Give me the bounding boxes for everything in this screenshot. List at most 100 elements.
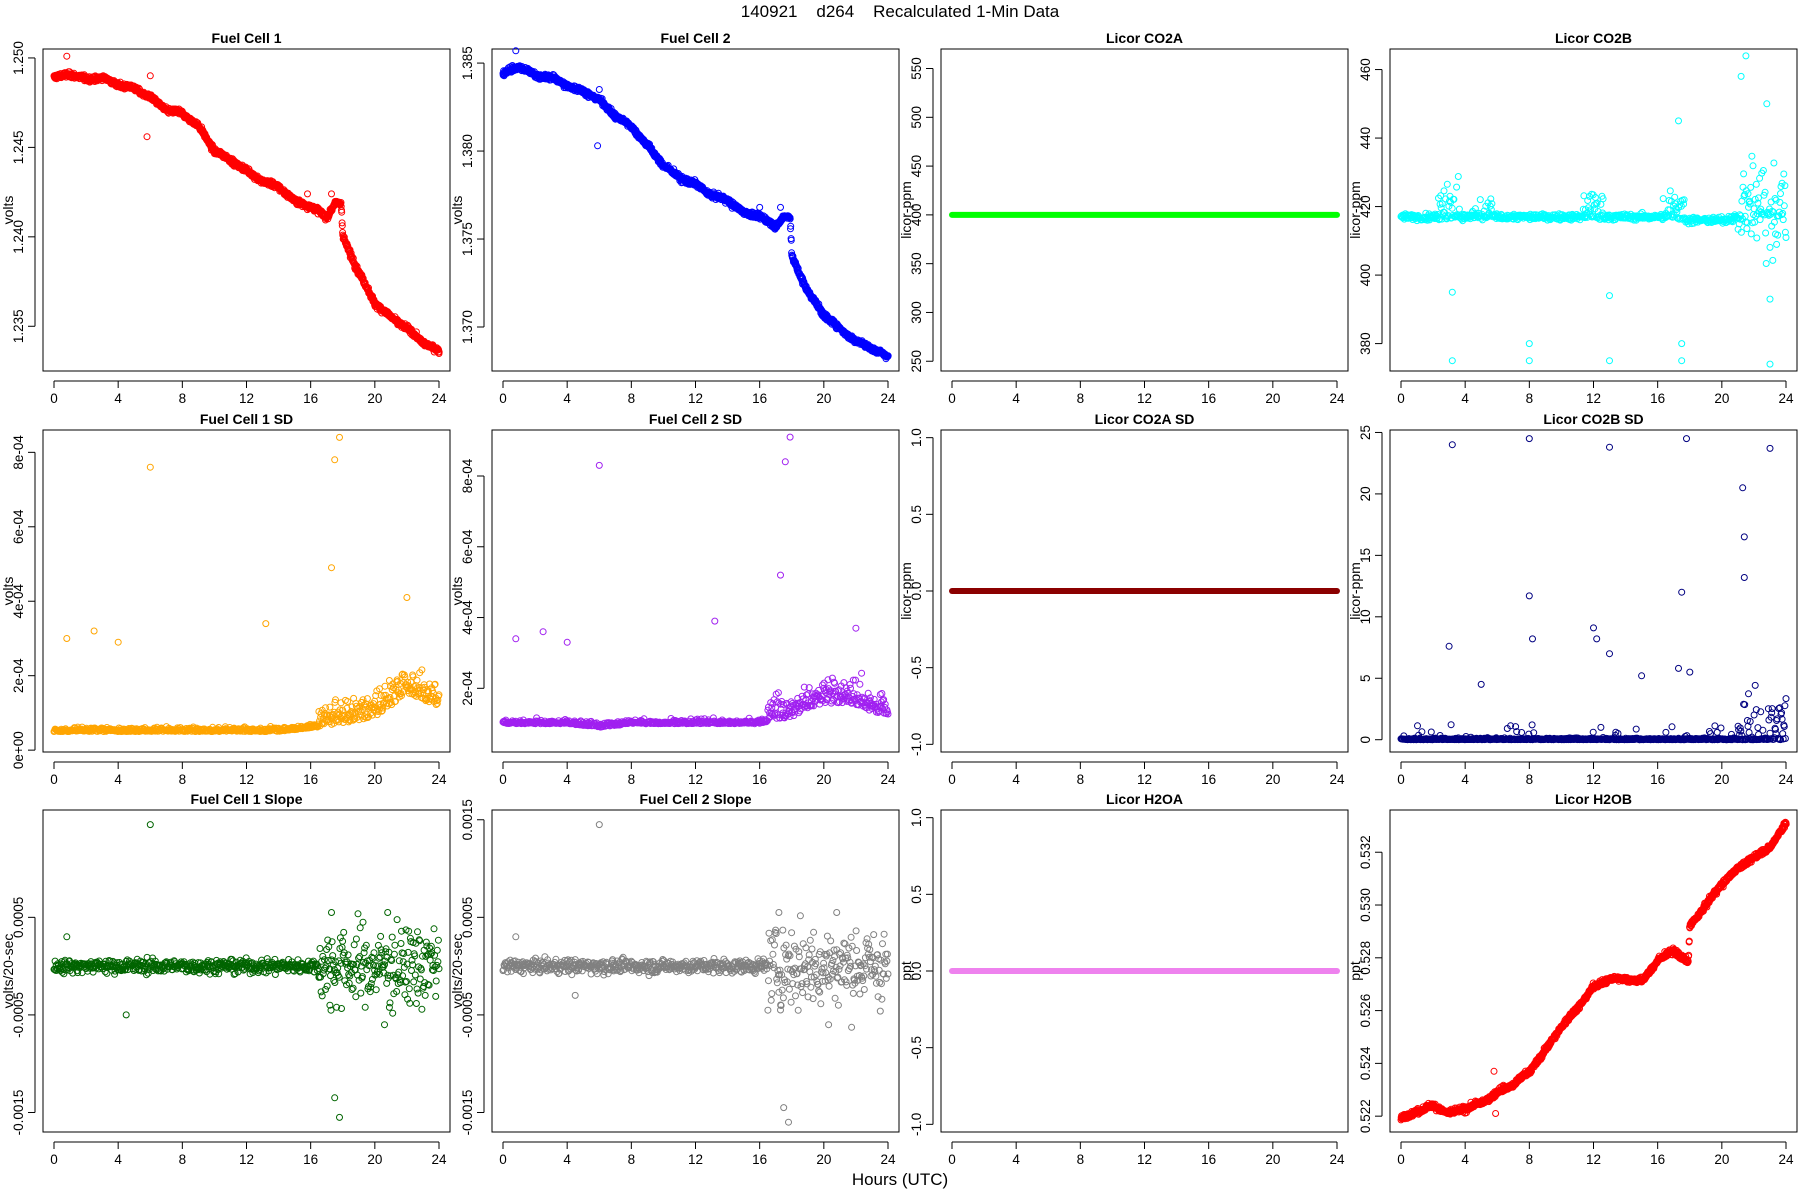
data-points — [499, 47, 892, 363]
data-points — [50, 433, 443, 735]
data-point — [326, 703, 334, 711]
x-tick-label: 0 — [948, 391, 956, 406]
data-point — [1448, 357, 1456, 365]
data-point — [338, 222, 346, 230]
plot-frame — [491, 48, 900, 372]
chart-panel-5: Fuel Cell 1 SD0 4 8 12 16 20 240e+002e-044e-04… — [0, 411, 451, 787]
chart-panel-2: Fuel Cell 20 4 8 12 16 20 241.3701.3751.3801.3… — [449, 30, 900, 406]
data-point — [1737, 72, 1745, 80]
x-tick-label: 8 — [1526, 391, 1534, 406]
data-point — [1666, 187, 1674, 195]
data-point — [365, 284, 372, 292]
x-tick-label: 24 — [1778, 391, 1794, 406]
y-tick-label: 8e-04 — [460, 458, 475, 493]
y-tick-label: 2e-04 — [11, 658, 26, 693]
x-tick-label: 24 — [880, 772, 896, 787]
y-tick-label: 550 — [909, 57, 924, 80]
y-tick-label: 500 — [909, 106, 924, 129]
data-point — [435, 348, 443, 356]
x-tick-label: 0 — [50, 772, 58, 787]
data-point — [143, 133, 151, 141]
y-tick-label: 6e-04 — [460, 529, 475, 564]
panel-title: Fuel Cell 1 — [211, 30, 281, 46]
x-tick-label: 8 — [1077, 391, 1085, 406]
y-tick-label: 8e-04 — [11, 435, 26, 470]
data-point — [1606, 292, 1613, 300]
data-point — [1769, 256, 1777, 264]
data-point — [1678, 340, 1686, 348]
data-point — [1739, 183, 1747, 191]
x-tick-label: 8 — [628, 772, 636, 787]
data-point — [595, 86, 603, 93]
y-tick-label: 250 — [909, 350, 924, 373]
data-point — [1525, 357, 1533, 365]
data-point — [1453, 183, 1461, 191]
data-point — [1747, 230, 1755, 238]
y-tick-label: 1.385 — [460, 46, 475, 80]
data-point — [328, 190, 335, 198]
x-tick-label: 0 — [1397, 391, 1405, 406]
data-point — [1455, 205, 1463, 213]
data-point — [403, 594, 411, 601]
y-axis-label: volts — [449, 577, 465, 606]
data-point — [1678, 357, 1686, 365]
x-tick-label: 24 — [431, 391, 447, 406]
x-tick-label: 16 — [1201, 391, 1216, 406]
x-tick-label: 16 — [752, 772, 767, 787]
data-point — [63, 52, 71, 60]
x-tick-label: 8 — [179, 391, 187, 406]
data-point — [63, 635, 71, 642]
data-point — [146, 463, 154, 471]
data-point — [1476, 196, 1484, 204]
data-point — [358, 271, 366, 279]
y-tick-label: 1.240 — [11, 220, 26, 254]
y-tick-label: 2e-04 — [460, 671, 475, 706]
data-point — [1762, 229, 1770, 237]
data-point — [1766, 295, 1774, 303]
data-point — [1747, 183, 1755, 191]
x-tick-label: 0 — [499, 391, 507, 406]
data-point — [1749, 162, 1757, 170]
y-tick-label: 1.250 — [11, 41, 26, 75]
x-tick-label: 16 — [1650, 391, 1665, 406]
y-tick-label: 300 — [909, 301, 924, 324]
data-point — [344, 698, 352, 705]
y-tick-label: 6e-04 — [11, 509, 26, 544]
data-point — [1743, 225, 1751, 233]
data-point — [1780, 202, 1788, 210]
x-tick-label: 16 — [303, 391, 318, 406]
x-tick-label: 8 — [179, 772, 187, 787]
data-point — [338, 208, 346, 216]
x-tick-label: 24 — [880, 391, 896, 406]
y-tick-label: 400 — [1358, 264, 1373, 287]
data-point — [1780, 170, 1788, 178]
x-tick-label: 20 — [1714, 391, 1729, 406]
chart-panel-1: Fuel Cell 10 4 8 12 16 20 241.2351.2401.2451.2… — [0, 30, 451, 406]
plot-frame — [940, 48, 1349, 372]
data-point — [1675, 117, 1682, 125]
x-tick-label: 20 — [816, 772, 831, 787]
data-point — [1766, 360, 1774, 368]
y-axis-label: volts — [449, 196, 465, 225]
y-tick-label: 460 — [1358, 58, 1373, 81]
x-tick-label: 20 — [816, 391, 831, 406]
data-point — [1659, 195, 1667, 203]
x-tick-label: 12 — [688, 391, 703, 406]
data-point — [338, 219, 346, 227]
chart-panel-6: Fuel Cell 2 SD0 4 8 12 16 20 242e-044e-046e-04… — [449, 411, 900, 787]
data-point — [1748, 152, 1756, 160]
y-tick-label: 350 — [909, 252, 924, 275]
data-point — [756, 203, 764, 211]
x-tick-label: 24 — [1329, 391, 1345, 406]
y-tick-label: 1.380 — [460, 134, 475, 168]
data-point — [90, 627, 98, 635]
data-point — [1740, 170, 1748, 178]
figure-title: 140921 d264 Recalculated 1-Min Data — [740, 2, 1060, 21]
data-point — [346, 246, 354, 254]
x-tick-label: 8 — [628, 391, 636, 406]
y-tick-label: 380 — [1358, 332, 1373, 355]
plot-frame — [42, 48, 451, 372]
panel-title: Licor CO2B — [1555, 30, 1632, 46]
data-point — [146, 72, 154, 80]
